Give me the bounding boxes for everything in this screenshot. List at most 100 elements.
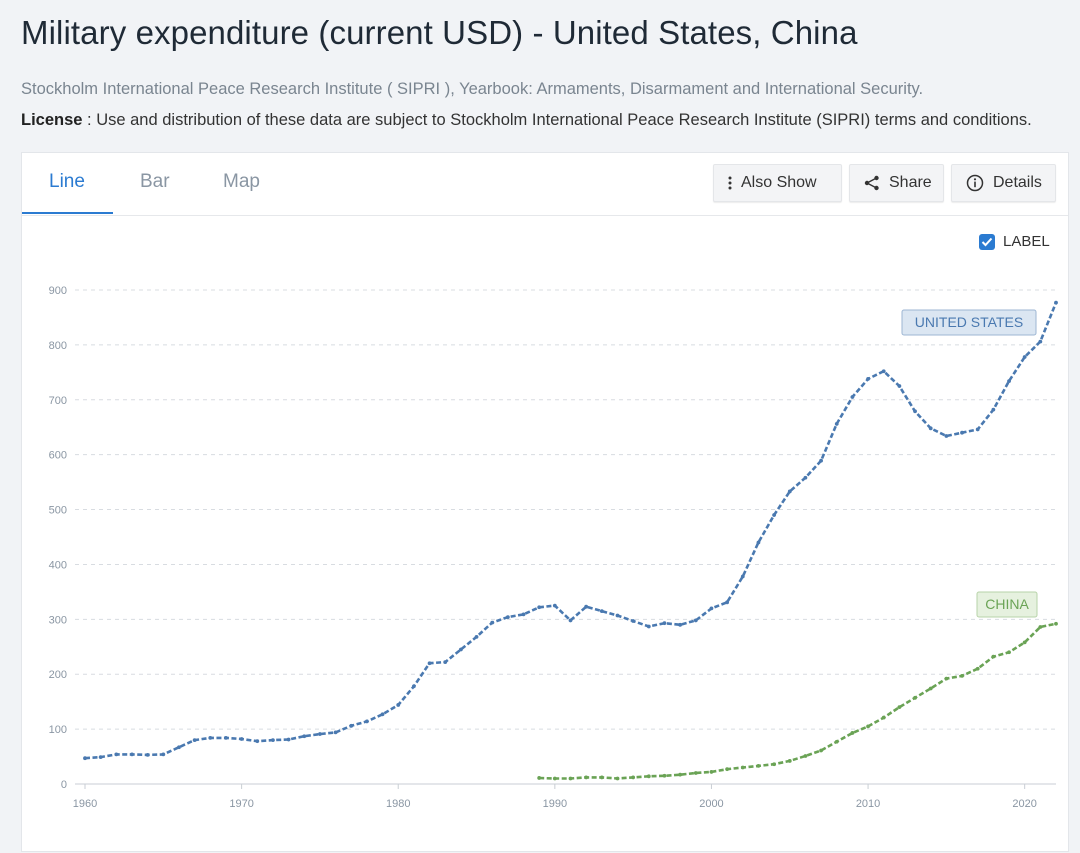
data-point-united-states <box>678 622 683 627</box>
data-point-china <box>568 776 573 781</box>
data-point-united-states <box>944 434 949 438</box>
data-point-united-states <box>474 634 479 639</box>
data-point-united-states <box>130 752 134 757</box>
x-tick-label: 2020 <box>1012 798 1036 810</box>
data-point-china <box>646 774 651 779</box>
data-point-united-states <box>83 756 87 761</box>
data-point-united-states <box>615 613 620 618</box>
info-icon <box>966 174 984 192</box>
data-point-china <box>678 772 683 777</box>
data-point-china <box>662 773 667 778</box>
data-point-united-states <box>975 427 980 432</box>
data-point-china <box>631 775 636 780</box>
data-point-china <box>1038 625 1043 629</box>
active-tab-indicator <box>22 212 113 214</box>
data-point-united-states <box>537 605 542 610</box>
data-point-united-states <box>490 620 495 625</box>
license-label: License <box>21 111 83 129</box>
data-point-china <box>584 775 589 780</box>
data-point-china <box>615 776 620 781</box>
data-point-united-states <box>709 606 714 611</box>
label-toggle[interactable]: LABEL <box>979 233 1050 250</box>
data-point-china <box>772 762 776 767</box>
data-point-united-states <box>177 745 181 750</box>
also-show-button[interactable]: Also Show <box>713 164 842 202</box>
y-tick-label: 300 <box>49 614 67 626</box>
series-label-united-states-box <box>901 309 1037 336</box>
series-line-united-states <box>84 302 1058 760</box>
details-button[interactable]: Details <box>951 164 1056 202</box>
source-text: Stockholm International Peace Research I… <box>21 80 924 98</box>
data-point-china <box>709 770 714 774</box>
data-point-china <box>819 748 823 753</box>
data-point-united-states <box>725 600 730 605</box>
data-point-china <box>725 767 730 772</box>
data-point-china <box>913 695 917 700</box>
page-title: Military expenditure (current USD) - Uni… <box>21 14 858 51</box>
series-line-china <box>539 622 1057 780</box>
data-point-china <box>897 705 902 710</box>
check-icon <box>981 237 993 246</box>
chart-card: Line Bar Map Also Show Share Details LAB… <box>21 152 1069 852</box>
data-point-united-states <box>1038 339 1043 344</box>
tab-bar[interactable]: Bar <box>140 171 170 192</box>
data-point-china <box>599 775 604 780</box>
tab-line[interactable]: Line <box>49 171 85 192</box>
data-point-united-states <box>318 732 322 736</box>
data-point-united-states <box>365 719 369 724</box>
also-show-label: Also Show <box>741 174 817 191</box>
data-point-united-states <box>411 684 416 689</box>
y-tick-label: 400 <box>49 559 67 571</box>
data-point-united-states <box>302 734 307 739</box>
x-tick-label: 1980 <box>386 798 410 810</box>
y-tick-label: 900 <box>49 285 67 297</box>
y-tick-label: 700 <box>49 395 67 407</box>
x-tick-label: 1970 <box>229 798 253 810</box>
data-point-united-states <box>693 618 698 623</box>
y-tick-label: 500 <box>49 505 67 517</box>
more-vertical-icon <box>728 176 732 190</box>
data-point-united-states <box>255 739 260 744</box>
data-point-united-states <box>396 703 401 707</box>
data-point-china <box>881 715 886 720</box>
chart-tabs: Line Bar Map Also Show Share Details <box>22 153 1068 216</box>
data-point-united-states <box>928 426 933 431</box>
data-point-united-states <box>897 384 902 388</box>
label-checkbox[interactable] <box>979 233 995 250</box>
data-point-united-states <box>881 369 886 374</box>
data-point-united-states <box>568 618 573 623</box>
series-label-china-text: CHINA <box>985 596 1029 612</box>
share-button[interactable]: Share <box>849 164 944 202</box>
x-tick-label: 1960 <box>73 798 97 810</box>
data-point-united-states <box>991 407 996 412</box>
data-point-united-states <box>224 735 228 740</box>
series-label-united-states-text: UNITED STATES <box>915 314 1023 330</box>
data-point-united-states <box>1022 355 1027 359</box>
data-point-united-states <box>239 737 244 741</box>
data-point-china <box>537 776 542 780</box>
share-label: Share <box>889 174 932 191</box>
data-point-united-states <box>443 660 448 665</box>
label-toggle-text: LABEL <box>1003 233 1050 250</box>
data-point-united-states <box>98 755 103 760</box>
data-point-china <box>1054 621 1058 626</box>
data-point-united-states <box>584 604 589 609</box>
data-point-united-states <box>1007 379 1011 384</box>
data-point-china <box>834 739 839 744</box>
data-point-china <box>693 771 698 775</box>
data-point-united-states <box>552 603 557 608</box>
data-point-china <box>787 759 792 763</box>
data-point-united-states <box>662 621 667 626</box>
license-text: License : Use and distribution of these … <box>21 111 1032 130</box>
data-point-china <box>1022 640 1027 645</box>
data-point-china <box>740 765 745 770</box>
tab-map[interactable]: Map <box>223 171 260 192</box>
data-point-china <box>756 763 761 768</box>
data-point-china <box>928 686 933 691</box>
data-point-united-states <box>834 422 839 426</box>
x-tick-label: 2000 <box>699 798 723 810</box>
data-point-china <box>975 666 980 671</box>
data-point-united-states <box>380 712 385 717</box>
data-point-united-states <box>819 458 823 463</box>
data-point-china <box>944 676 949 681</box>
